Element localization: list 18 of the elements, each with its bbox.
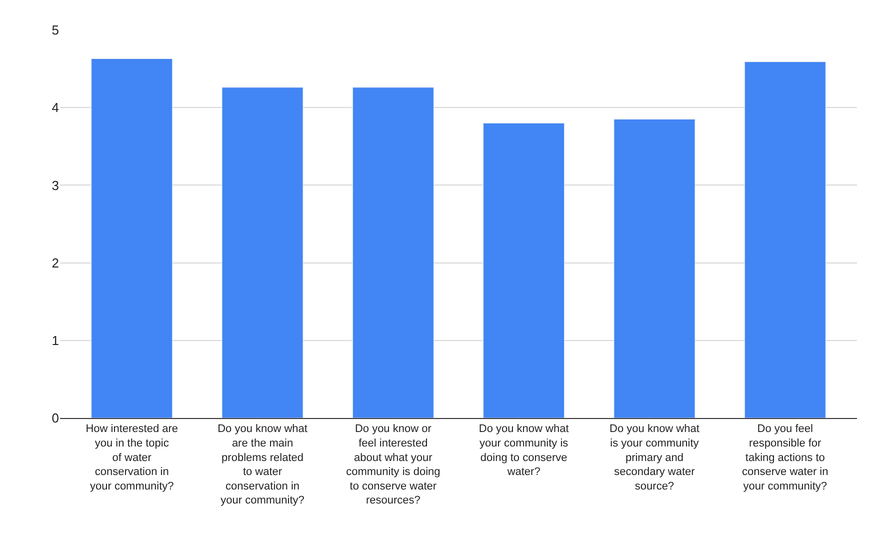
bar <box>352 87 434 418</box>
x-tick-label: Do you know what your community is doing to conserve water? <box>478 423 569 478</box>
y-tick-label: 2 <box>52 255 59 270</box>
x-tick-label: Do you know or feel interested about what your community is doing to conserve water resources? <box>346 423 440 507</box>
x-tick-label: How interested are you in the topic of water conservation in your community? <box>86 423 178 492</box>
y-tick-label: 5 <box>52 22 59 38</box>
bar <box>222 87 304 418</box>
y-tick-label: 1 <box>52 332 59 348</box>
bar <box>91 58 173 418</box>
bar <box>744 62 826 418</box>
y-tick-label: 0 <box>52 410 59 426</box>
bar <box>614 118 696 418</box>
x-tick-label: Do you feel responsible for taking actions to conserve water in your community? <box>742 423 828 492</box>
y-tick-label: 3 <box>52 178 59 193</box>
x-tick-label: Do you know what is your community primary and secondary water source? <box>610 423 700 492</box>
bar <box>483 122 565 418</box>
y-tick-label: 4 <box>52 100 59 116</box>
x-tick-label: Do you know what are the main problems related to water conservation in your community? <box>218 423 308 507</box>
